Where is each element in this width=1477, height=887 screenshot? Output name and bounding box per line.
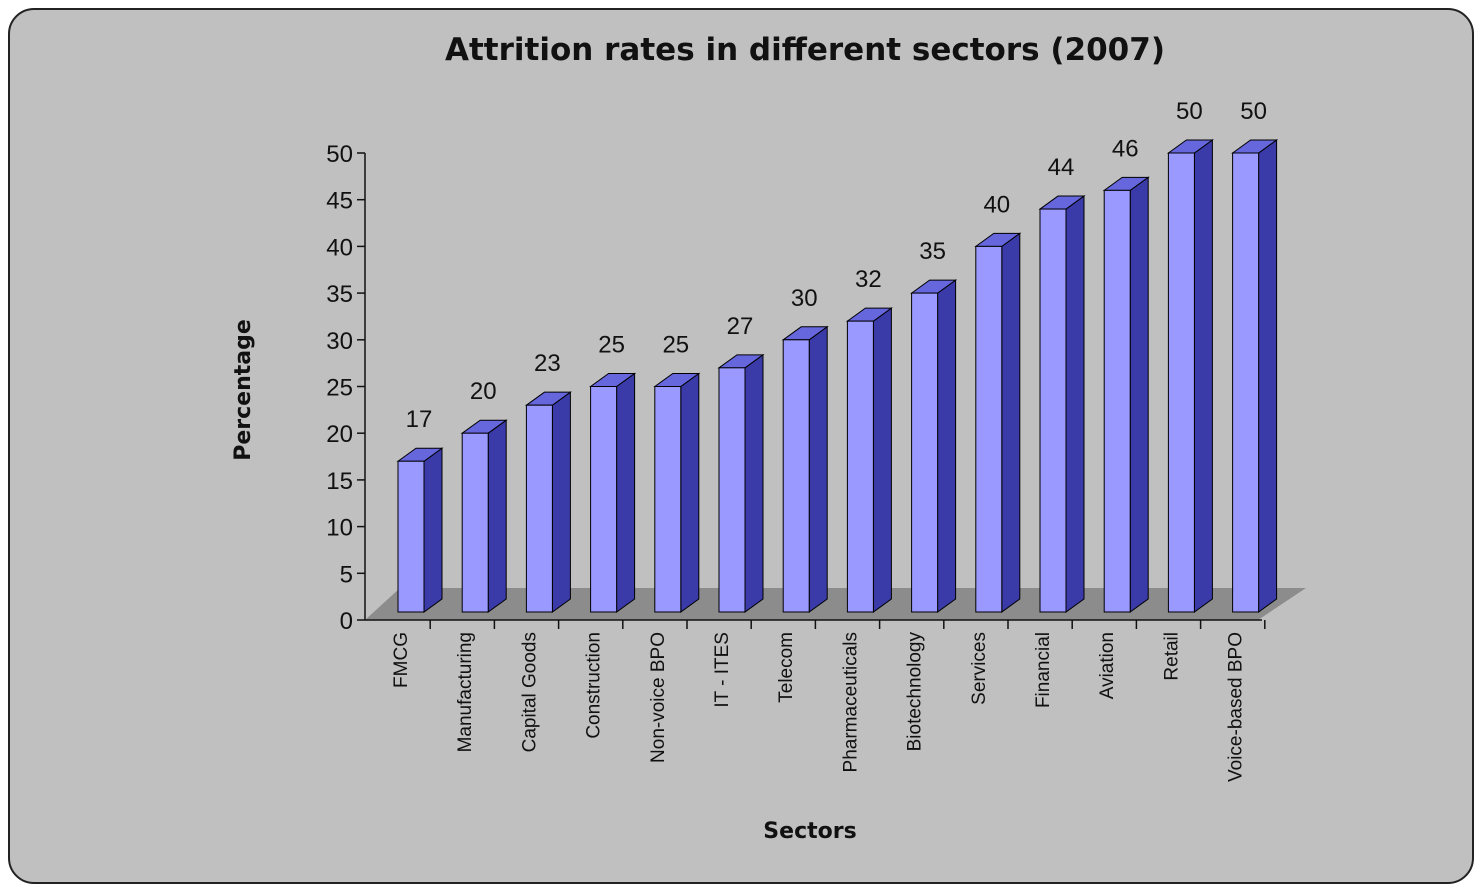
bar-front [1103,189,1131,613]
bar [524,391,572,613]
bar-side [616,372,636,613]
bar [717,353,765,613]
data-label: 20 [470,378,497,405]
bar-side [487,419,507,613]
bar-front [782,339,810,613]
bar-front [718,367,746,613]
y-axis-title: Percentage [231,319,256,461]
bar [910,279,958,613]
bar-side [423,447,443,613]
category-label: Pharmaceuticals [840,632,861,772]
bar-side [1001,232,1021,613]
bar [1231,139,1279,613]
bar-side [937,279,957,613]
data-label: 46 [1112,135,1139,162]
bar-front [461,432,489,613]
data-label: 50 [1176,98,1203,125]
data-label: 40 [983,191,1010,218]
data-label: 30 [791,285,818,312]
bar-side [808,325,828,613]
bar [396,447,444,613]
bar-front [975,245,1003,613]
bar [1166,139,1214,613]
bar-front [397,460,425,613]
bar [974,232,1022,613]
bar-front [846,320,874,613]
y-tick-label: 5 [340,561,353,588]
bar-side [1065,195,1085,613]
y-tick-label: 30 [326,328,353,355]
bar [845,307,893,613]
y-tick-label: 0 [340,608,353,635]
x-axis-title: Sectors [763,819,856,844]
y-tick-label: 10 [326,515,353,542]
bar-front [590,386,618,613]
category-label: Financial [1033,632,1054,708]
bar [589,372,637,613]
data-label: 27 [727,313,754,340]
category-label: Aviation [1097,632,1118,699]
y-tick-label: 35 [326,281,353,308]
bar [1102,176,1150,613]
category-label: Non-voice BPO [648,632,669,763]
data-label: 35 [919,238,946,265]
bar-front [911,292,939,613]
data-label: 17 [406,406,433,433]
data-label: 44 [1048,154,1075,181]
bar-side [872,307,892,613]
data-label: 25 [598,332,625,359]
bar-side [551,391,571,613]
bar-side [1258,139,1278,613]
bar-front [1232,152,1260,613]
category-label: Services [969,632,990,705]
y-tick-label: 45 [326,188,353,215]
bar-side [1193,139,1213,613]
data-label: 25 [662,332,689,359]
bar [781,325,829,613]
y-tick-label: 15 [326,468,353,495]
bar [460,419,508,613]
category-label: Voice-based BPO [1226,632,1247,782]
data-label: 32 [855,266,882,293]
category-label: IT - ITES [712,632,733,708]
y-tick-label: 50 [326,141,353,168]
data-label: 23 [534,350,561,377]
chart-title: Attrition rates in different sectors (20… [445,32,1165,68]
y-tick-label: 20 [326,421,353,448]
bar-side [744,353,764,613]
bar-front [654,386,682,613]
category-label: Telecom [776,632,797,703]
bar [1038,195,1086,613]
bar-front [525,404,553,613]
data-label: 50 [1240,98,1267,125]
category-label: Biotechnology [905,632,926,752]
category-label: Capital Goods [519,632,540,752]
bar-side [680,372,700,613]
y-tick-label: 40 [326,234,353,261]
bar-front [1039,208,1067,613]
bar-front [1167,152,1195,613]
category-label: FMCG [391,632,412,688]
category-label: Construction [584,632,605,739]
bar-side [1129,176,1149,613]
category-label: Retail [1161,632,1182,681]
category-label: Manufacturing [455,632,476,752]
bar [653,372,701,613]
y-tick-label: 25 [326,375,353,402]
